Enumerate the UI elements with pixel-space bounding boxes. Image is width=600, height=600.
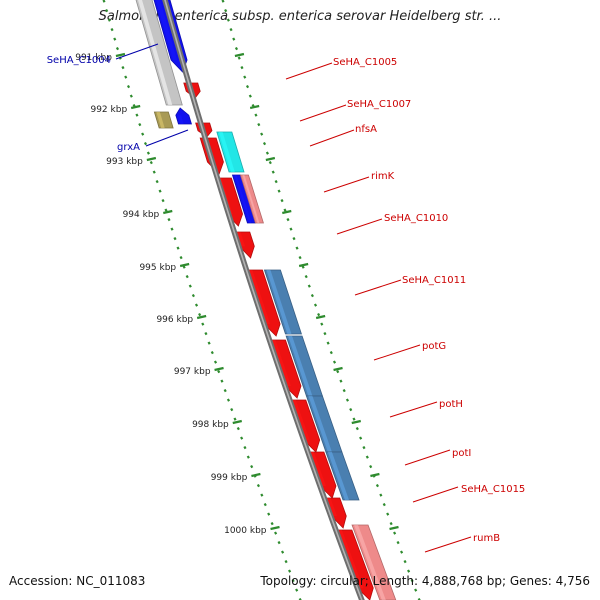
gene-label-text: potG (422, 341, 446, 352)
gene-label-text: SeHA_C1015 (461, 484, 525, 495)
gene-label-nfsa[interactable]: nfsA (309, 124, 377, 147)
kbp-tick-label: 998 kbp (192, 420, 229, 430)
gene-label-rimk[interactable]: rimK (323, 171, 395, 193)
leader-line (145, 129, 189, 147)
kbp-tick-mark (196, 314, 207, 320)
scale-ticks: 991 kbp 992 kbp 993 kbp 994 kbp 995 kbp 996 k… (75, 0, 421, 600)
genome-backbone (162, 0, 365, 600)
gene-label-potg[interactable]: potG (373, 341, 446, 361)
outer-tick-mark (315, 314, 326, 320)
gene-label-text: rumB (473, 533, 500, 544)
kbp-tick-mark (179, 262, 190, 268)
topology-summary: Topology: circular; Length: 4,888,768 bp… (260, 574, 590, 588)
kbp-tick-mark (130, 104, 141, 110)
gene-reverse-small[interactable] (175, 107, 192, 125)
feature-nfsa-domain[interactable] (216, 131, 245, 173)
kbp-tick-label: 992 kbp (90, 105, 127, 115)
leader-line (389, 401, 438, 418)
feature-rumb-domain[interactable] (351, 524, 397, 600)
backbone-highlight (164, 0, 363, 600)
outer-tick-mark (370, 472, 380, 478)
gene-label-seha-c1010[interactable]: SeHA_C1010 (336, 213, 448, 235)
gene-grxa[interactable] (153, 111, 174, 129)
gene-label-seha-c1015[interactable]: SeHA_C1015 (412, 484, 525, 503)
kbp-tick-mark (232, 419, 242, 425)
gene-label-seha-c1005[interactable]: SeHA_C1005 (285, 57, 397, 80)
leader-line (299, 104, 347, 122)
outer-tick-mark (249, 104, 260, 110)
leader-line (285, 62, 333, 80)
kbp-tick-label: 994 kbp (123, 210, 160, 220)
inner-scale-ring (102, 0, 302, 600)
kbp-tick-mark (214, 366, 224, 372)
outer-tick-mark (389, 525, 399, 531)
gene-label-rumb[interactable]: rumB (424, 533, 500, 553)
feature-rimk-pink[interactable] (239, 174, 264, 224)
kbp-tick-mark (270, 525, 280, 531)
leader-line (336, 218, 383, 235)
outer-tick-mark (234, 52, 245, 58)
feature-poti-domain[interactable] (325, 451, 360, 501)
leader-line (323, 176, 370, 193)
gene-label-text: SeHA_C1004 (47, 55, 111, 66)
feature-seha-c1004-shadow[interactable] (135, 0, 183, 106)
leader-line (412, 486, 459, 503)
outer-tick-mark (298, 262, 309, 268)
leader-line (115, 43, 159, 60)
gene-labels: SeHA_C1004 grxA SeHA_C1005 SeHA_C1007 nfsA ri… (47, 43, 525, 553)
gene-label-text: grxA (117, 142, 140, 153)
gene-label-grxa[interactable]: grxA (117, 129, 189, 153)
feature-seha-c1011-domain[interactable] (263, 269, 302, 335)
kbp-tick-mark (251, 472, 261, 478)
kbp-tick-label: 997 kbp (174, 367, 211, 377)
leader-line (354, 279, 402, 296)
map-title: Salmonella enterica subsp. enterica sero… (98, 9, 502, 24)
gene-label-poth[interactable]: potH (389, 399, 463, 418)
gene-label-seha-c1011[interactable]: SeHA_C1011 (354, 275, 466, 296)
kbp-tick-mark (115, 52, 126, 58)
kbp-tick-mark (146, 156, 157, 162)
outer-tick-mark (351, 419, 361, 425)
leader-line (373, 344, 421, 361)
outer-tick-mark (333, 366, 343, 372)
kbp-tick-label: 996 kbp (156, 315, 193, 325)
kbp-tick-mark (163, 209, 173, 215)
outer-scale-ring (221, 0, 421, 600)
gene-label-text: SeHA_C1010 (384, 213, 448, 224)
gene-label-text: potH (439, 399, 463, 410)
gene-label-text: SeHA_C1005 (333, 57, 397, 68)
gene-label-text: rimK (371, 171, 395, 182)
gene-label-seha-c1004[interactable]: SeHA_C1004 (47, 43, 159, 66)
gene-label-poti[interactable]: potI (404, 448, 471, 466)
leader-line (404, 449, 451, 466)
gene-features (135, 0, 397, 600)
gene-label-text: SeHA_C1007 (347, 99, 411, 110)
kbp-tick-label: 991 kbp (75, 53, 112, 63)
leader-line (424, 536, 472, 553)
gene-label-text: nfsA (355, 124, 377, 135)
outer-tick-mark (265, 156, 276, 162)
kbp-tick-label: 1000 kbp (224, 526, 267, 536)
gene-label-text: potI (452, 448, 471, 459)
leader-line (309, 129, 355, 147)
kbp-tick-label: 995 kbp (139, 263, 176, 273)
gene-label-seha-c1007[interactable]: SeHA_C1007 (299, 99, 411, 122)
accession-text: Accession: NC_011083 (9, 574, 146, 588)
kbp-tick-label: 999 kbp (211, 473, 248, 483)
outer-tick-mark (282, 209, 292, 215)
kbp-tick-label: 993 kbp (106, 157, 143, 167)
gene-label-text: SeHA_C1011 (402, 275, 466, 286)
